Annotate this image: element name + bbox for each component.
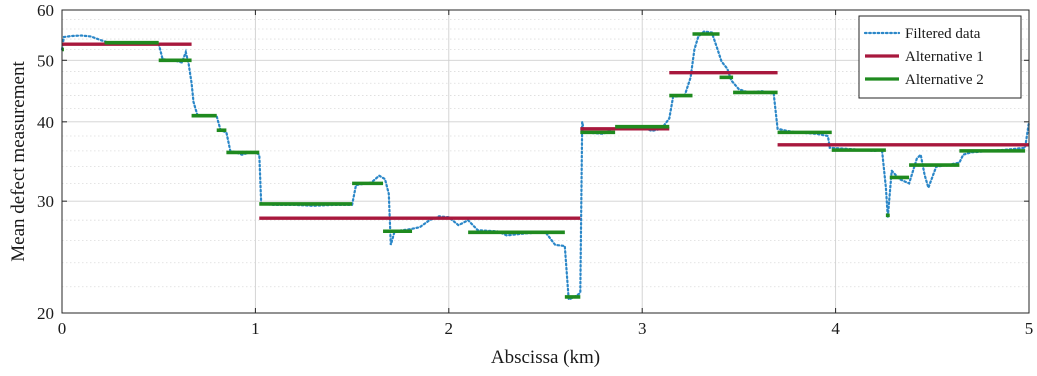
legend: Filtered data Alternative 1 Alternative 2 bbox=[858, 15, 1022, 99]
legend-label: Filtered data bbox=[905, 26, 981, 42]
x-axis-label: Abscissa (km) bbox=[491, 347, 600, 368]
y-tick-label: 40 bbox=[37, 113, 54, 132]
x-tick-label: 3 bbox=[638, 319, 647, 338]
legend-item: Alternative 2 bbox=[865, 72, 984, 88]
legend-label: Alternative 1 bbox=[905, 49, 984, 65]
x-tick-label: 0 bbox=[58, 319, 67, 338]
x-tick-label: 1 bbox=[251, 319, 260, 338]
y-tick-label: 50 bbox=[37, 51, 54, 70]
legend-item: Alternative 1 bbox=[865, 49, 984, 65]
y-tick-label: 60 bbox=[37, 1, 54, 20]
series-2 bbox=[62, 42, 1029, 220]
y-tick-label: 30 bbox=[37, 192, 54, 211]
x-tick-label: 4 bbox=[831, 319, 840, 338]
plot-frame bbox=[61, 9, 1030, 314]
legend-item: Filtered data bbox=[863, 26, 981, 42]
axis-ticks: 0 1 2 3 4 5 20 30 40 50 60 bbox=[37, 1, 1033, 338]
series-3 bbox=[62, 32, 1026, 299]
x-tick-label: 5 bbox=[1025, 319, 1034, 338]
legend-label: Alternative 2 bbox=[905, 72, 984, 88]
y-axis-label: Mean defect measurement bbox=[8, 61, 29, 262]
plot-area bbox=[60, 30, 1031, 302]
y-tick-label: 20 bbox=[37, 304, 54, 323]
x-tick-label: 2 bbox=[445, 319, 454, 338]
